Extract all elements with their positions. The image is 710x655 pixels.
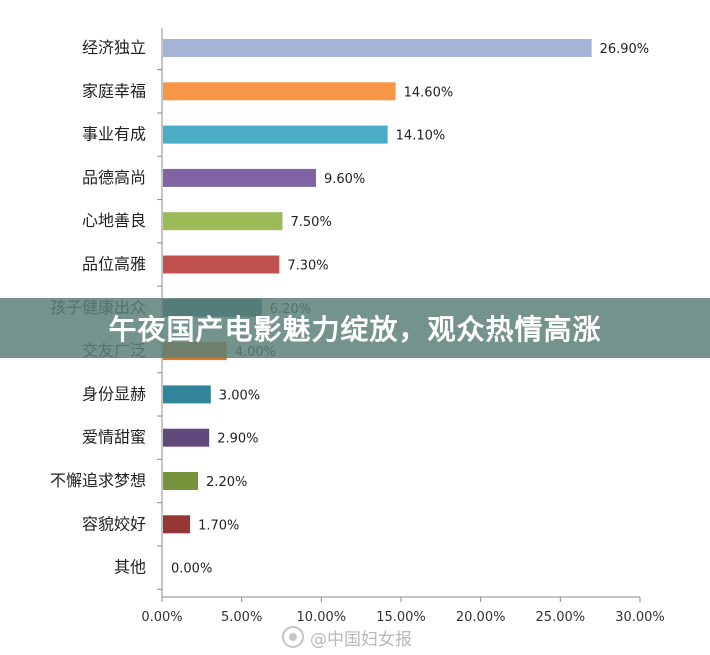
weibo-icon	[282, 626, 304, 648]
data-label: 3.00%	[219, 388, 260, 403]
data-label: 2.20%	[206, 475, 247, 490]
bar	[163, 168, 316, 187]
category-label: 心地善良	[82, 211, 146, 230]
category-label: 经济独立	[82, 38, 146, 57]
category-label: 爱情甜蜜	[82, 428, 146, 447]
category-label: 品位高雅	[82, 255, 146, 274]
headline-banner: 午夜国产电影魅力绽放，观众热情高涨	[0, 298, 710, 358]
category-label: 事业有成	[82, 125, 146, 144]
data-label: 7.50%	[291, 215, 332, 230]
category-label: 其他	[114, 558, 146, 577]
data-label: 26.90%	[600, 42, 650, 57]
data-label: 7.30%	[287, 259, 328, 274]
watermark: @中国妇女报	[282, 624, 412, 650]
category-label: 不懈追求梦想	[50, 471, 146, 490]
bar	[163, 212, 283, 231]
bar	[163, 82, 396, 101]
bar	[163, 125, 388, 144]
x-tick-label: 10.00%	[297, 610, 347, 625]
category-label: 容貌姣好	[82, 514, 146, 533]
x-tick-label: 15.00%	[376, 610, 426, 625]
category-label: 品德高尚	[82, 168, 146, 187]
bar	[163, 39, 592, 57]
data-label: 2.90%	[217, 432, 258, 447]
category-label: 家庭幸福	[82, 81, 146, 100]
bar	[163, 472, 199, 490]
x-tick-label: 30.00%	[615, 610, 665, 625]
data-label: 14.10%	[396, 129, 446, 144]
x-tick-label: 5.00%	[221, 610, 262, 625]
data-label: 1.70%	[198, 518, 239, 533]
data-label: 9.60%	[324, 172, 365, 187]
x-tick-label: 25.00%	[536, 610, 586, 625]
bar	[163, 515, 191, 534]
bar	[163, 255, 280, 274]
headline-text: 午夜国产电影魅力绽放，观众热情高涨	[108, 313, 602, 346]
x-tick-label: 20.00%	[456, 610, 506, 625]
bar	[163, 385, 211, 404]
bar	[163, 428, 210, 447]
data-label: 0.00%	[171, 562, 212, 577]
data-label: 14.60%	[404, 85, 454, 100]
watermark-text: @中国妇女报	[310, 629, 412, 650]
category-label: 身份显赫	[82, 384, 146, 403]
x-tick-label: 0.00%	[141, 610, 182, 625]
